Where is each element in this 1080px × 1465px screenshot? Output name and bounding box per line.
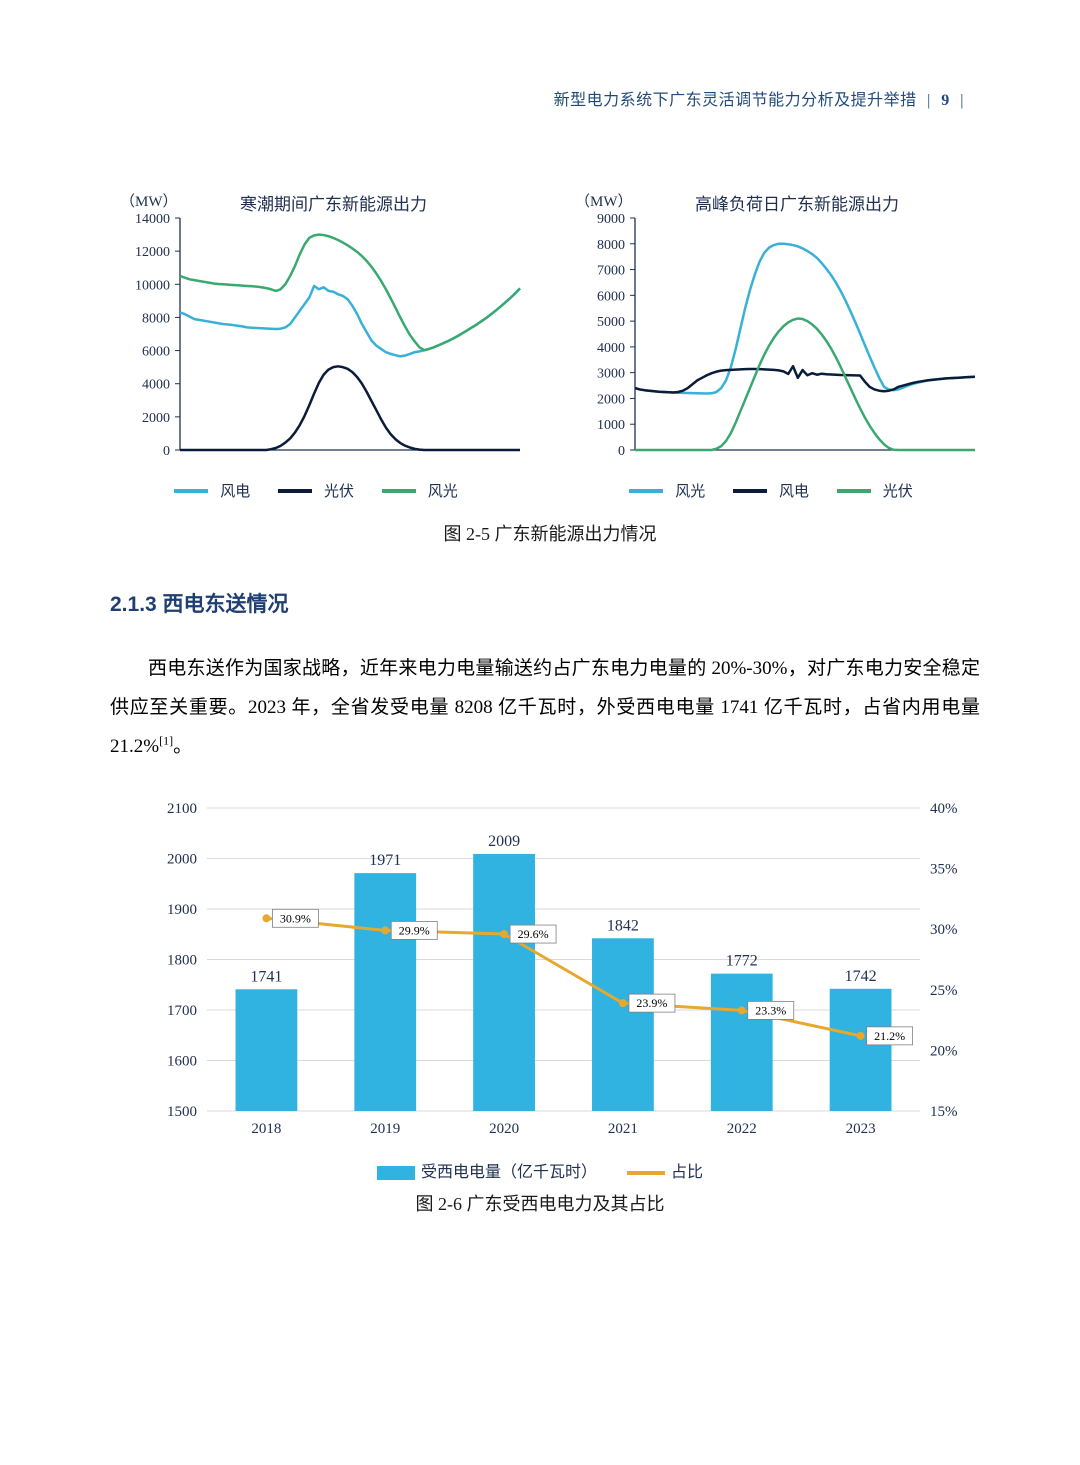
paragraph-text: 西电东送作为国家战略，近年来电力电量输送约占广东电力电量的 20%-30%，对广…: [110, 658, 980, 757]
svg-text:35%: 35%: [930, 862, 958, 878]
svg-text:40%: 40%: [930, 801, 958, 817]
svg-text:1742: 1742: [845, 968, 877, 985]
svg-text:8000: 8000: [142, 311, 170, 326]
svg-text:1800: 1800: [167, 953, 197, 969]
svg-text:2000: 2000: [142, 411, 170, 426]
svg-text:1842: 1842: [607, 917, 639, 934]
section-heading-2-1-3: 2.1.3 西电东送情况: [110, 588, 289, 618]
chart-right-yunit: （MW）: [575, 190, 633, 211]
legend-line-swatch: [627, 1171, 665, 1175]
figure-2-6-container: 1500 1600 1700 1800 1900 2000 2100 15% 20% 25% 30%…: [145, 796, 975, 1176]
svg-text:3000: 3000: [597, 367, 625, 382]
svg-text:1772: 1772: [726, 953, 758, 970]
svg-text:23.3%: 23.3%: [755, 1003, 786, 1017]
svg-text:1500: 1500: [167, 1104, 197, 1120]
svg-text:9000: 9000: [597, 212, 625, 227]
svg-text:1971: 1971: [369, 852, 401, 869]
svg-text:0: 0: [163, 444, 170, 459]
svg-text:2018: 2018: [251, 1121, 281, 1137]
svg-text:4000: 4000: [142, 378, 170, 393]
svg-text:7000: 7000: [597, 264, 625, 279]
svg-text:2000: 2000: [597, 392, 625, 407]
legend-bar-label: 受西电电量（亿千瓦时）: [421, 1164, 597, 1181]
page-number: 9: [941, 92, 950, 109]
svg-text:21.2%: 21.2%: [874, 1029, 905, 1043]
svg-text:30%: 30%: [930, 922, 958, 938]
chart-bottom-svg: 1500 1600 1700 1800 1900 2000 2100 15% 20% 25% 30%…: [145, 796, 975, 1146]
figure-2-5-container: （MW） 寒潮期间广东新能源出力 02000400060008000100001…: [110, 190, 990, 550]
header-pipe-2: |: [960, 92, 964, 109]
figure-2-6-caption: 图 2-6 广东受西电电力及其占比: [0, 1190, 1080, 1216]
svg-text:2021: 2021: [608, 1121, 638, 1137]
svg-text:12000: 12000: [135, 245, 170, 260]
svg-text:1000: 1000: [597, 418, 625, 433]
chart-left-yunit: （MW）: [120, 190, 178, 211]
svg-text:30.9%: 30.9%: [280, 911, 311, 925]
svg-text:29.6%: 29.6%: [518, 927, 549, 941]
svg-text:2022: 2022: [727, 1121, 757, 1137]
body-paragraph: 西电东送作为国家战略，近年来电力电量输送约占广东电力电量的 20%-30%，对广…: [110, 650, 980, 767]
svg-text:25%: 25%: [930, 983, 958, 999]
legend-bar-swatch: [377, 1166, 415, 1180]
legend-line-label: 占比: [671, 1164, 703, 1181]
legend-item-pv: 光伏: [278, 480, 362, 501]
svg-text:2019: 2019: [370, 1121, 400, 1137]
legend-item-windpv-r: 风光: [629, 480, 713, 501]
legend-item-windpv: 风光: [382, 480, 466, 501]
chart-left-title: 寒潮期间广东新能源出力: [240, 190, 427, 215]
svg-text:10000: 10000: [135, 278, 170, 293]
chart-left-svg: 0 2000 4000 6000 8000 10000 12000 14000: [110, 190, 530, 470]
svg-text:29.9%: 29.9%: [399, 923, 430, 937]
legend-item-wind: 风电: [174, 480, 258, 501]
chart-right-peak-load: （MW） 高峰负荷日广东新能源出力 0 1000 2000 3000 4000 5000 6…: [565, 190, 985, 510]
svg-text:8000: 8000: [597, 238, 625, 253]
chart-left-legend: 风电 光伏 风光: [110, 480, 530, 501]
header-title: 新型电力系统下广东灵活调节能力分析及提升举措: [554, 92, 917, 109]
reference-marker: [1]: [159, 734, 173, 748]
svg-text:2020: 2020: [489, 1121, 519, 1137]
paragraph-tail: 。: [173, 736, 192, 757]
running-header: 新型电力系统下广东灵活调节能力分析及提升举措 | 9 |: [554, 86, 970, 110]
svg-text:20%: 20%: [930, 1043, 958, 1059]
svg-text:6000: 6000: [142, 345, 170, 360]
chart-right-legend: 风光 风电 光伏: [565, 480, 985, 501]
svg-text:1900: 1900: [167, 902, 197, 918]
figure-2-6-legend: 受西电电量（亿千瓦时） 占比: [0, 1158, 1080, 1182]
header-pipe-1: |: [927, 92, 931, 109]
svg-text:4000: 4000: [597, 341, 625, 356]
svg-text:5000: 5000: [597, 315, 625, 330]
svg-text:1741: 1741: [250, 968, 282, 985]
svg-text:15%: 15%: [930, 1104, 958, 1120]
svg-text:2000: 2000: [167, 852, 197, 868]
svg-text:2100: 2100: [167, 801, 197, 817]
svg-text:1600: 1600: [167, 1054, 197, 1070]
legend-item-wind-r: 风电: [733, 480, 817, 501]
svg-text:14000: 14000: [135, 212, 170, 227]
legend-item-pv-r: 光伏: [837, 480, 921, 501]
svg-text:23.9%: 23.9%: [636, 996, 667, 1010]
chart-right-title: 高峰负荷日广东新能源出力: [695, 190, 899, 215]
svg-text:2009: 2009: [488, 833, 520, 850]
chart-left-cold-wave: （MW） 寒潮期间广东新能源出力 0 2000 4000 6000 8000 10000 1…: [110, 190, 530, 510]
figure-2-5-caption: 图 2-5 广东新能源出力情况: [110, 520, 990, 546]
svg-text:2023: 2023: [846, 1121, 876, 1137]
svg-text:1700: 1700: [167, 1003, 197, 1019]
svg-text:0: 0: [618, 444, 625, 459]
chart-right-svg: 0 1000 2000 3000 4000 5000 6000 7000 8000 9000: [565, 190, 985, 470]
svg-text:6000: 6000: [597, 289, 625, 304]
